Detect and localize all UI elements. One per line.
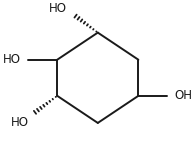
Text: OH: OH [174, 89, 192, 102]
Text: HO: HO [3, 53, 20, 66]
Text: HO: HO [48, 2, 66, 15]
Text: HO: HO [11, 116, 29, 129]
